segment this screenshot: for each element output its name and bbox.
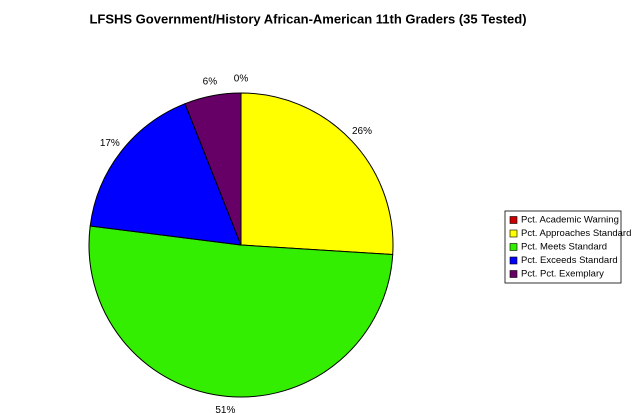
legend-label: Pct. Exceeds Standard [521, 255, 618, 266]
pie-slice [184, 92, 242, 246]
legend-swatch [509, 229, 518, 238]
slice-label: 17% [100, 138, 120, 149]
pie-slice [89, 103, 242, 246]
legend-label: Pct. Academic Warning [521, 215, 619, 226]
legend-swatch [509, 216, 518, 224]
pie-slice [88, 225, 394, 398]
legend-label: Pct. Meets Standard [521, 242, 607, 253]
legend-label: Pct. Approaches Standard [521, 228, 631, 239]
legend-label: Pct. Pct. Exemplary [521, 269, 604, 280]
legend-swatch [509, 256, 518, 265]
chart-title: LFSHS Government/History African-America… [89, 11, 526, 26]
slice-label: 51% [215, 405, 235, 413]
pie-slice [240, 92, 394, 256]
slice-label: 0% [234, 74, 249, 85]
legend-swatch [509, 243, 518, 251]
slice-label: 6% [203, 77, 218, 88]
legend-box [504, 210, 622, 284]
legend-swatch [509, 270, 518, 278]
slice-label: 26% [352, 126, 372, 137]
